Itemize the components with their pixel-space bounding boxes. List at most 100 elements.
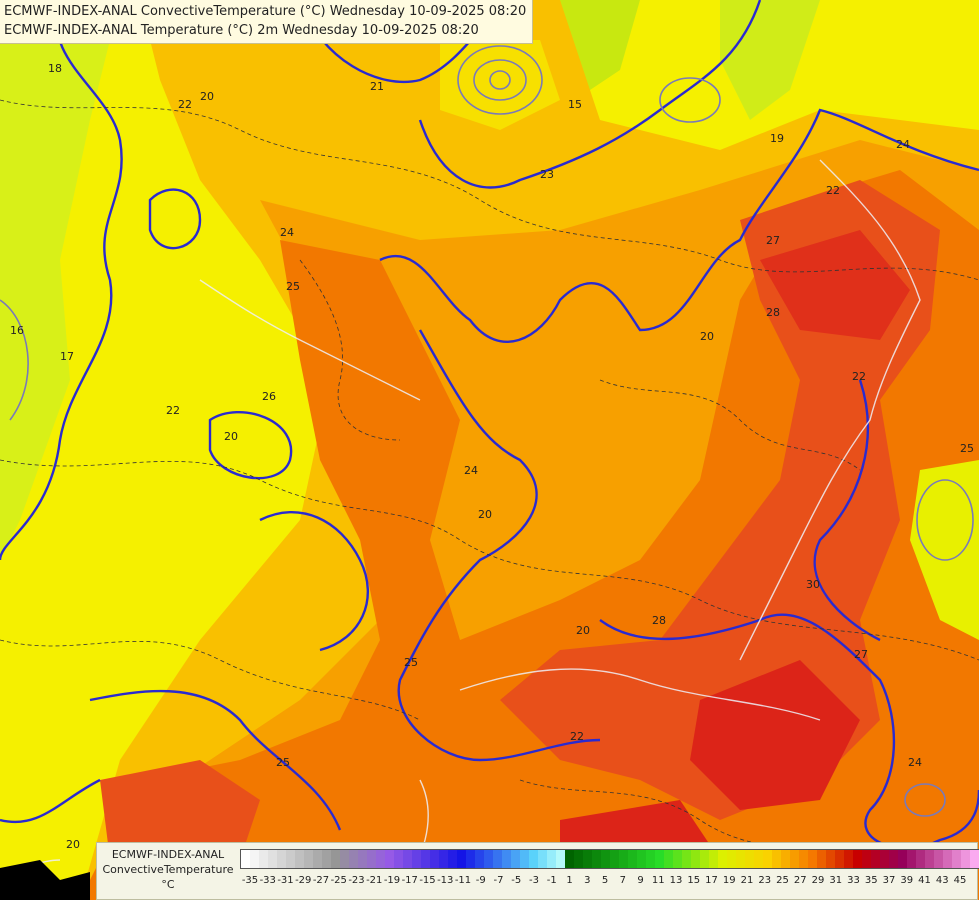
contour-label: 27: [766, 234, 780, 247]
contour-label: 22: [852, 370, 866, 383]
legend-swatch: [574, 850, 583, 868]
contour-label: 21: [370, 80, 384, 93]
contour-label: 25: [404, 656, 418, 669]
legend-tick-label: -1: [546, 875, 557, 886]
legend-swatch: [673, 850, 682, 868]
contour-line-3: [418, 0, 762, 189]
legend-tick-label: 5: [601, 875, 609, 886]
contour-label: 15: [568, 98, 582, 111]
legend-tick-label: 7: [619, 875, 626, 886]
contour-label: 20: [66, 838, 80, 851]
contour-label: 30: [806, 578, 820, 591]
legend-tick-label: -7: [493, 875, 504, 886]
contour-line-4: [379, 108, 979, 343]
legend-tick-label: -13: [437, 875, 454, 886]
legend-tick-label: -31: [277, 875, 294, 886]
legend-swatch: [502, 850, 511, 868]
legend-tick-label: 43: [935, 875, 949, 886]
legend-color-bar: [240, 849, 979, 869]
legend-swatch: [916, 850, 925, 868]
legend-swatch: [700, 850, 709, 868]
contour-label: 25: [286, 280, 300, 293]
legend-swatch: [763, 850, 772, 868]
legend-swatch: [898, 850, 907, 868]
legend-swatch: [727, 850, 736, 868]
border-line-1: [739, 159, 921, 661]
legend-swatch: [250, 850, 259, 868]
legend-tick-label: -25: [330, 875, 347, 886]
legend-swatch: [637, 850, 646, 868]
contour-line-9: [0, 778, 101, 824]
legend-swatch: [286, 850, 295, 868]
region-cool-west: [0, 0, 120, 560]
legend-tick-label: -15: [419, 875, 436, 886]
contour-ring-1: [457, 45, 543, 115]
contour-line-10: [259, 510, 370, 652]
legend-tick-label: -35: [241, 875, 259, 886]
contour-label: 23: [540, 168, 554, 181]
legend-swatch: [925, 850, 934, 868]
contour-loop-1: [148, 188, 202, 250]
legend-swatch: [853, 850, 862, 868]
contour-label: 27: [854, 648, 868, 661]
region-red: [500, 180, 940, 820]
legend-swatch: [628, 850, 637, 868]
dashed-line-2: [0, 459, 979, 661]
map-title-line-1: ECMWF-INDEX-ANAL ConvectiveTemperature (…: [4, 4, 527, 19]
contour-label: 22: [826, 184, 840, 197]
legend-swatch: [826, 850, 835, 868]
contour-line-7: [813, 379, 881, 642]
legend-tick-label: -9: [475, 875, 486, 886]
legend-tick-label: -3: [529, 875, 539, 886]
legend-swatch: [745, 850, 754, 868]
legend-swatch: [511, 850, 520, 868]
legend-swatch: [682, 850, 691, 868]
contour-label: 24: [908, 756, 922, 769]
legend-swatch: [790, 850, 799, 868]
legend-swatch: [610, 850, 619, 868]
contour-label: 20: [200, 90, 214, 103]
legend-swatch: [772, 850, 781, 868]
dashed-line-5: [599, 379, 861, 471]
legend-tick-label: 11: [651, 875, 665, 886]
legend-swatch: [655, 850, 664, 868]
contour-ring-3: [489, 70, 511, 90]
legend-swatch: [871, 850, 880, 868]
contour-label: 22: [178, 98, 192, 111]
contour-loop-2: [208, 410, 293, 480]
legend-swatch: [565, 850, 574, 868]
contour-label: 25: [276, 756, 290, 769]
contour-label: 19: [770, 132, 784, 145]
contour-label: 25: [960, 442, 974, 455]
contour-label: 28: [766, 306, 780, 319]
legend-swatch: [889, 850, 898, 868]
legend-swatch: [808, 850, 817, 868]
legend-tick-label: 45: [953, 875, 967, 886]
legend-swatch: [412, 850, 421, 868]
legend-tick-label: 25: [776, 875, 789, 886]
legend-swatch: [691, 850, 700, 868]
legend-swatch: [556, 850, 565, 868]
legend-tick-label: 33: [847, 875, 860, 886]
contour-label: 24: [464, 464, 478, 477]
legend-swatch: [835, 850, 844, 868]
legend-swatch: [718, 850, 727, 868]
contour-label: 18: [48, 62, 62, 75]
legend-swatch: [394, 850, 403, 868]
contour-label: 20: [700, 330, 714, 343]
legend-label-line-2: ConvectiveTemperature: [102, 863, 234, 876]
legend-tick-label: -27: [312, 875, 330, 886]
contour-label: 24: [280, 226, 294, 239]
legend-tick-label: -21: [366, 875, 383, 886]
legend-swatch: [844, 850, 853, 868]
region-red-deep-1: [760, 230, 910, 340]
legend-swatch: [799, 850, 808, 868]
legend-swatch: [277, 850, 286, 868]
legend-tick-label: 29: [811, 875, 825, 886]
legend-swatch: [340, 850, 349, 868]
legend-swatch: [961, 850, 970, 868]
legend-swatch: [439, 850, 448, 868]
legend-swatch: [754, 850, 763, 868]
